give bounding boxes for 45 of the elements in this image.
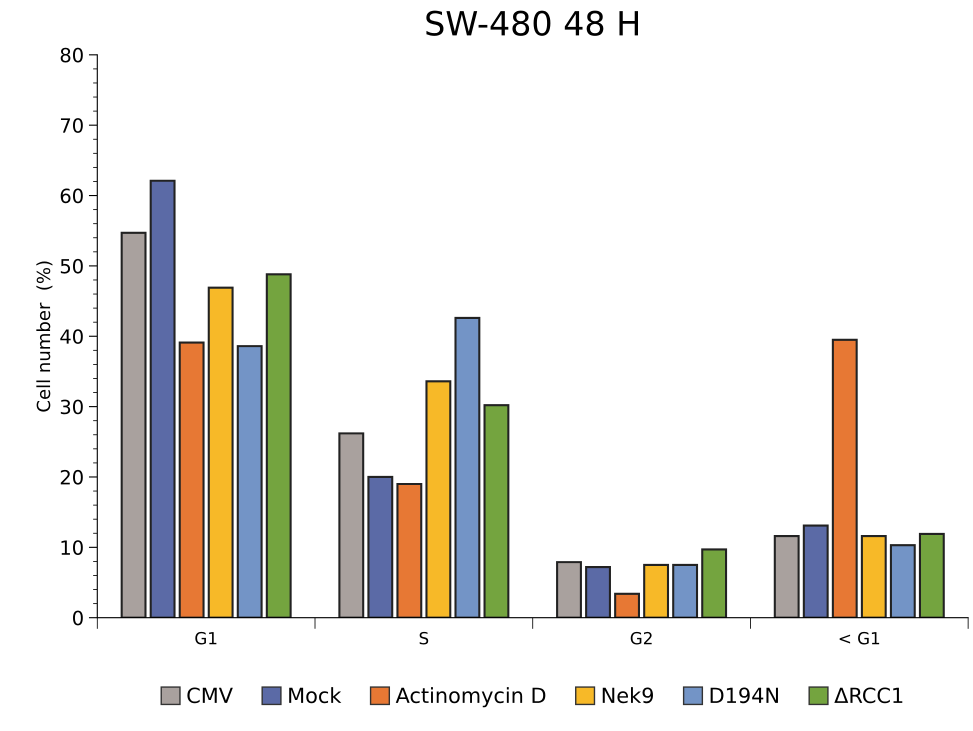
bar [701, 548, 728, 618]
bar [483, 404, 510, 618]
bar [614, 592, 640, 618]
bar [150, 180, 176, 618]
bar [178, 342, 205, 618]
bar [643, 564, 670, 618]
legend-label: ΔRCC1 [834, 687, 902, 704]
bar [832, 338, 858, 618]
bar [556, 561, 582, 618]
bar [585, 566, 611, 618]
legend-label: Actinomycin D [396, 687, 546, 708]
y-tick-label: 60 [60, 188, 83, 204]
bar [208, 286, 234, 618]
bar [860, 535, 887, 618]
bar [425, 380, 452, 618]
x-tick-label: S [420, 632, 428, 644]
y-tick-label: 70 [60, 118, 83, 133]
bar [236, 345, 263, 618]
y-tick-label: 80 [60, 48, 83, 62]
bar [396, 482, 422, 618]
bar [338, 432, 364, 618]
x-tick-label: G1 [195, 632, 216, 644]
legend-label: CMV [187, 687, 233, 704]
y-tick-label: 10 [62, 540, 83, 555]
legend-label: Nek9 [602, 687, 653, 704]
y-tick-label: 50 [60, 258, 83, 274]
bar [890, 544, 916, 618]
x-tick-label: G2 [630, 632, 652, 644]
bar [454, 316, 480, 618]
legend-label: D194N [710, 687, 778, 704]
y-tick-label: 0 [73, 610, 83, 626]
chart-title: SW-480 48 H [426, 10, 638, 36]
bar [774, 535, 800, 618]
bar [672, 564, 698, 618]
bar [802, 524, 829, 618]
y-tick-label: 20 [60, 470, 83, 485]
bar [120, 232, 147, 618]
y-axis-title: Cell number (%) [36, 261, 52, 412]
bar [266, 273, 292, 618]
bar [367, 476, 394, 618]
y-tick-label: 40 [60, 329, 83, 344]
bar [918, 532, 945, 618]
legend-label: Mock [289, 687, 342, 704]
y-tick-label: 30 [60, 400, 83, 414]
x-tick-label: < G1 [840, 632, 880, 644]
